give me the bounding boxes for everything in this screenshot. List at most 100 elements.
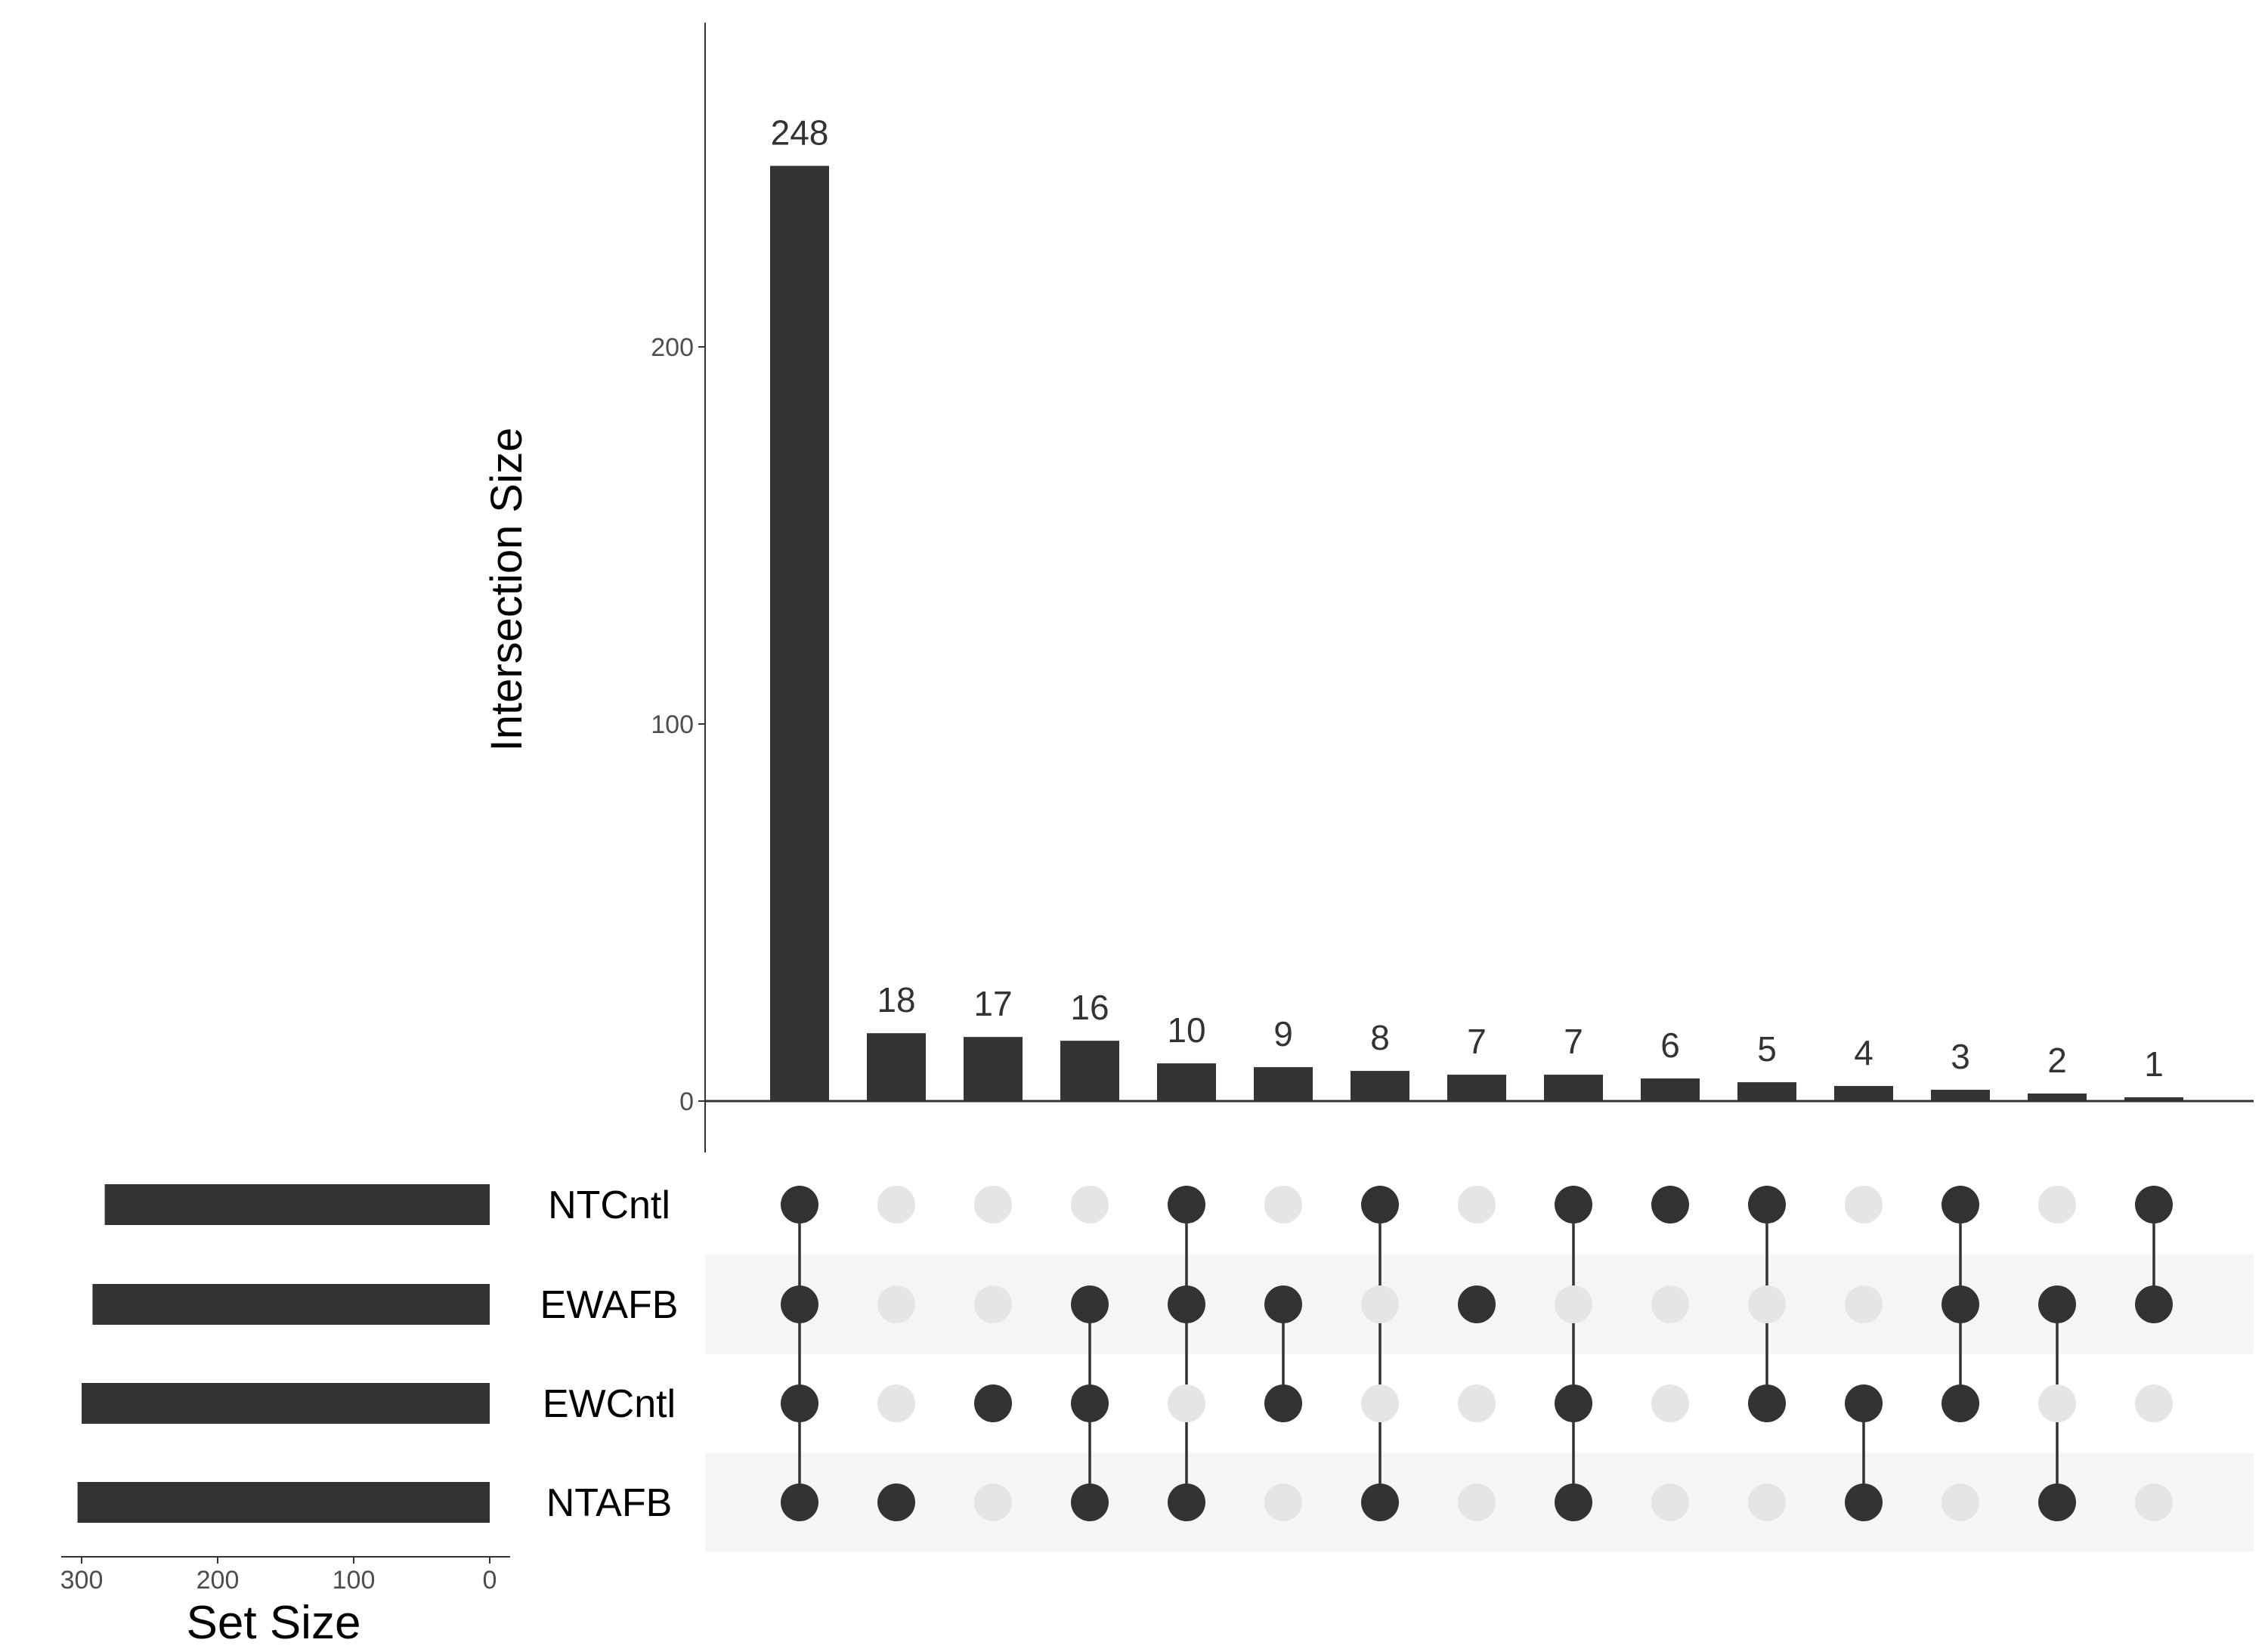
set-size-bar xyxy=(104,1184,490,1225)
set-size-axis-title: Set Size xyxy=(187,1597,361,1649)
set-size-x-tick-label: 0 xyxy=(483,1566,497,1595)
matrix-dot-active xyxy=(1264,1285,1302,1323)
matrix-dot-active xyxy=(1361,1186,1399,1224)
intersection-bar xyxy=(1544,1075,1603,1101)
matrix-dot-inactive xyxy=(1942,1483,1979,1521)
set-name-labels: NTCntl EWAFB EWCntl NTAFB xyxy=(540,1183,679,1525)
intersection-bar xyxy=(1737,1082,1796,1101)
matrix-dot-inactive xyxy=(877,1384,915,1422)
matrix-dot-inactive xyxy=(2038,1384,2076,1422)
intersection-value-label: 17 xyxy=(973,984,1012,1023)
set-name-label: NTCntl xyxy=(548,1183,670,1227)
matrix-dot-active xyxy=(1942,1186,1979,1224)
intersection-value-label: 9 xyxy=(1273,1014,1293,1053)
matrix-dot-active xyxy=(1168,1483,1205,1521)
set-name-label: EWAFB xyxy=(540,1283,679,1327)
matrix-dot-active xyxy=(1942,1285,1979,1323)
matrix-dot-inactive xyxy=(1651,1483,1689,1521)
matrix-dot-active xyxy=(1748,1384,1786,1422)
intersection-matrix xyxy=(781,1186,2173,1521)
intersection-bar xyxy=(2124,1097,2183,1101)
intersection-bar xyxy=(867,1033,926,1101)
intersection-y-tick-label: 0 xyxy=(679,1087,694,1116)
intersection-value-label: 5 xyxy=(1757,1029,1777,1069)
intersection-value-label: 4 xyxy=(1854,1033,1873,1072)
matrix-dot-inactive xyxy=(1748,1483,1786,1521)
matrix-dot-active xyxy=(781,1285,818,1323)
matrix-dot-inactive xyxy=(1361,1384,1399,1422)
matrix-dot-inactive xyxy=(2038,1186,2076,1224)
matrix-dot-active xyxy=(781,1384,818,1422)
matrix-dot-active xyxy=(1168,1285,1205,1323)
intersection-bar xyxy=(1060,1041,1119,1101)
set-size-x-tick-label: 200 xyxy=(196,1566,240,1595)
matrix-dot-inactive xyxy=(1264,1186,1302,1224)
matrix-dot-active xyxy=(1555,1186,1592,1224)
set-size-bar xyxy=(92,1284,490,1325)
matrix-dot-inactive xyxy=(877,1186,915,1224)
matrix-dot-active xyxy=(2038,1483,2076,1521)
matrix-dot-inactive xyxy=(1651,1285,1689,1323)
matrix-dot-inactive xyxy=(1458,1384,1496,1422)
matrix-dot-inactive xyxy=(1071,1186,1109,1224)
intersection-bar xyxy=(2028,1094,2087,1101)
matrix-dot-inactive xyxy=(1748,1285,1786,1323)
intersection-value-label: 1 xyxy=(2144,1044,2164,1084)
intersection-bar xyxy=(1351,1071,1409,1101)
matrix-dot-active xyxy=(2038,1285,2076,1323)
matrix-dot-inactive xyxy=(1264,1483,1302,1521)
set-size-axis: 300 200 100 0 xyxy=(60,1556,510,1595)
matrix-dot-active xyxy=(781,1483,818,1521)
matrix-dot-inactive xyxy=(974,1483,1012,1521)
matrix-dot-active xyxy=(1071,1384,1109,1422)
intersection-value-label: 16 xyxy=(1070,988,1109,1027)
set-size-bars xyxy=(77,1184,490,1523)
intersection-value-label: 6 xyxy=(1660,1026,1680,1065)
intersection-y-tick-label: 200 xyxy=(651,333,694,362)
intersection-bar xyxy=(1641,1078,1700,1101)
matrix-dot-inactive xyxy=(1555,1285,1592,1323)
matrix-dot-active xyxy=(1555,1483,1592,1521)
intersection-value-label: 7 xyxy=(1467,1022,1487,1061)
matrix-dot-active xyxy=(2135,1285,2173,1323)
matrix-dot-inactive xyxy=(2135,1384,2173,1422)
set-name-label: EWCntl xyxy=(543,1382,676,1426)
matrix-dot-inactive xyxy=(1458,1186,1496,1224)
intersection-value-label: 7 xyxy=(1564,1022,1583,1061)
matrix-dot-active xyxy=(1361,1483,1399,1521)
set-size-x-tick-label: 100 xyxy=(333,1566,376,1595)
matrix-dot-inactive xyxy=(974,1285,1012,1323)
matrix-dot-active xyxy=(974,1384,1012,1422)
intersection-size-axis-title: Intersection Size xyxy=(482,428,531,752)
matrix-dot-inactive xyxy=(974,1186,1012,1224)
intersection-bar xyxy=(1157,1063,1216,1101)
intersection-value-label: 248 xyxy=(771,113,829,152)
matrix-dot-inactive xyxy=(877,1285,915,1323)
matrix-dot-active xyxy=(781,1186,818,1224)
intersection-bar xyxy=(1447,1075,1506,1101)
intersection-value-label: 2 xyxy=(2047,1041,2067,1080)
intersection-value-labels: 248 18 17 16 10 9 8 7 7 6 5 4 3 2 1 xyxy=(771,113,2164,1084)
matrix-dot-active xyxy=(1264,1384,1302,1422)
set-name-label: NTAFB xyxy=(546,1481,673,1525)
intersection-bars xyxy=(770,166,2183,1102)
intersection-bar xyxy=(1931,1090,1990,1101)
intersection-bar xyxy=(964,1037,1023,1101)
intersection-value-label: 3 xyxy=(1951,1037,1970,1076)
matrix-dot-active xyxy=(1651,1186,1689,1224)
matrix-dot-active xyxy=(877,1483,915,1521)
matrix-dot-active xyxy=(1071,1285,1109,1323)
intersection-bar xyxy=(1254,1067,1313,1101)
matrix-dot-active xyxy=(1555,1384,1592,1422)
matrix-dot-active xyxy=(1845,1483,1883,1521)
matrix-dot-inactive xyxy=(1361,1285,1399,1323)
intersection-y-tick-label: 100 xyxy=(651,710,694,739)
matrix-dot-active xyxy=(1168,1186,1205,1224)
matrix-dot-inactive xyxy=(1168,1384,1205,1422)
matrix-dot-active xyxy=(1071,1483,1109,1521)
intersection-bar xyxy=(1834,1086,1893,1101)
matrix-dot-inactive xyxy=(1845,1186,1883,1224)
matrix-dot-active xyxy=(1845,1384,1883,1422)
matrix-dot-active xyxy=(1942,1384,1979,1422)
matrix-dot-inactive xyxy=(1458,1483,1496,1521)
